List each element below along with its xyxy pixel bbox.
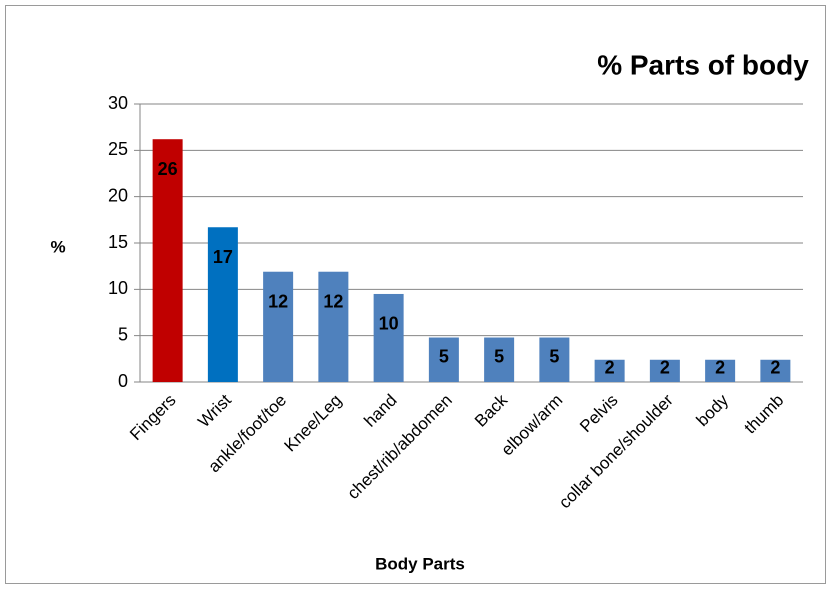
bar <box>484 337 515 382</box>
chart-frame <box>5 5 826 584</box>
chart-title: % Parts of body <box>597 49 809 80</box>
bar <box>539 337 570 382</box>
data-label: 5 <box>494 347 504 367</box>
bar <box>318 271 349 382</box>
bar <box>207 227 238 382</box>
y-tick-label: 5 <box>118 324 128 344</box>
y-tick-label: 15 <box>108 232 128 252</box>
data-label: 12 <box>268 291 288 311</box>
data-label: 5 <box>549 347 559 367</box>
data-label: 2 <box>660 358 670 378</box>
bar <box>152 139 183 382</box>
data-label: 2 <box>715 358 725 378</box>
data-label: 5 <box>439 347 449 367</box>
data-label: 17 <box>213 247 233 267</box>
y-tick-label: 30 <box>108 93 128 113</box>
data-label: 12 <box>323 291 343 311</box>
bar <box>594 359 625 382</box>
data-label: 2 <box>605 358 615 378</box>
bar <box>373 293 404 382</box>
y-tick-label: 0 <box>118 371 128 391</box>
data-label: 26 <box>158 159 178 179</box>
bar <box>263 271 294 382</box>
data-label: 10 <box>379 314 399 334</box>
y-tick-label: 25 <box>108 139 128 159</box>
bar <box>760 359 791 382</box>
bar <box>428 337 459 382</box>
data-label: 2 <box>770 358 780 378</box>
y-axis-label: % <box>50 237 65 256</box>
x-axis-label: Body Parts <box>375 554 465 573</box>
y-tick-label: 20 <box>108 185 128 205</box>
bar <box>705 359 736 382</box>
bar <box>649 359 680 382</box>
y-tick-label: 10 <box>108 278 128 298</box>
